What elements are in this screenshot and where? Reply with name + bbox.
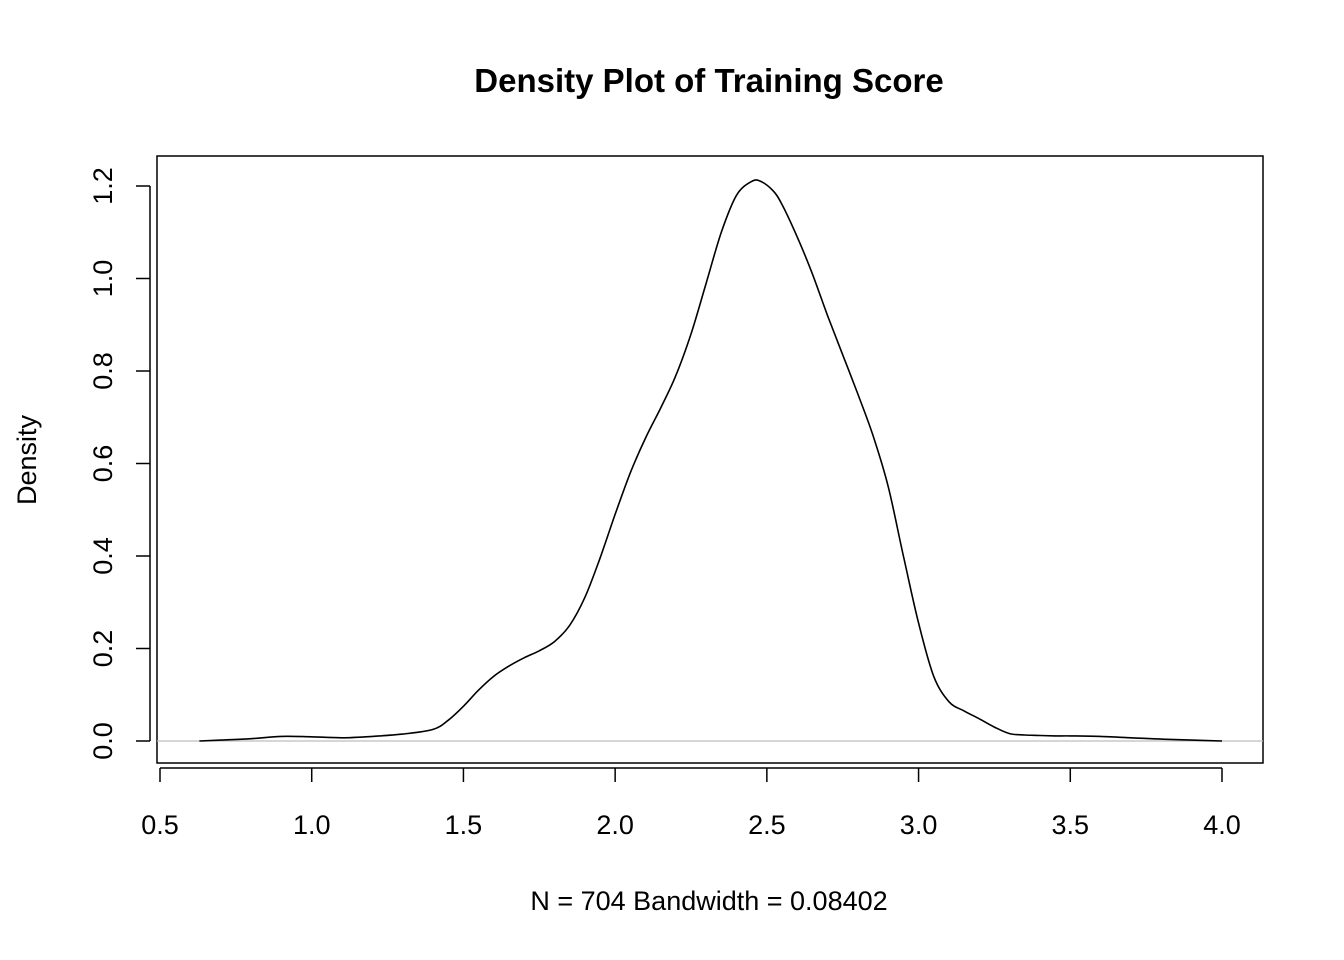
density-curve — [199, 179, 1223, 742]
y-tick-label: 0.2 — [88, 630, 118, 668]
y-tick-label: 0.8 — [88, 352, 118, 390]
x-tick-label: 1.0 — [293, 810, 331, 840]
chart-title: Density Plot of Training Score — [474, 62, 943, 99]
plot-frame — [156, 155, 1264, 764]
x-tick-label: 3.0 — [900, 810, 938, 840]
y-tick-label: 0.6 — [88, 445, 118, 483]
x-tick-label: 1.5 — [445, 810, 483, 840]
y-tick-label: 1.0 — [88, 260, 118, 298]
y-tick-label: 0.0 — [88, 722, 118, 760]
x-tick-label: 2.5 — [748, 810, 786, 840]
y-axis-label: Density — [12, 414, 42, 505]
x-tick-label: 4.0 — [1203, 810, 1241, 840]
y-tick-label: 1.2 — [88, 167, 118, 205]
x-tick-label: 3.5 — [1052, 810, 1090, 840]
y-axis: 0.0 0.2 0.4 0.6 0.8 1.0 1.2 — [88, 167, 151, 760]
x-axis: 0.5 1.0 1.5 2.0 2.5 3.0 3.5 4.0 — [141, 767, 1241, 840]
x-tick-label: 2.0 — [596, 810, 634, 840]
y-tick-label: 0.4 — [88, 537, 118, 575]
x-tick-label: 0.5 — [141, 810, 179, 840]
x-axis-label: N = 704 Bandwidth = 0.08402 — [530, 886, 887, 916]
